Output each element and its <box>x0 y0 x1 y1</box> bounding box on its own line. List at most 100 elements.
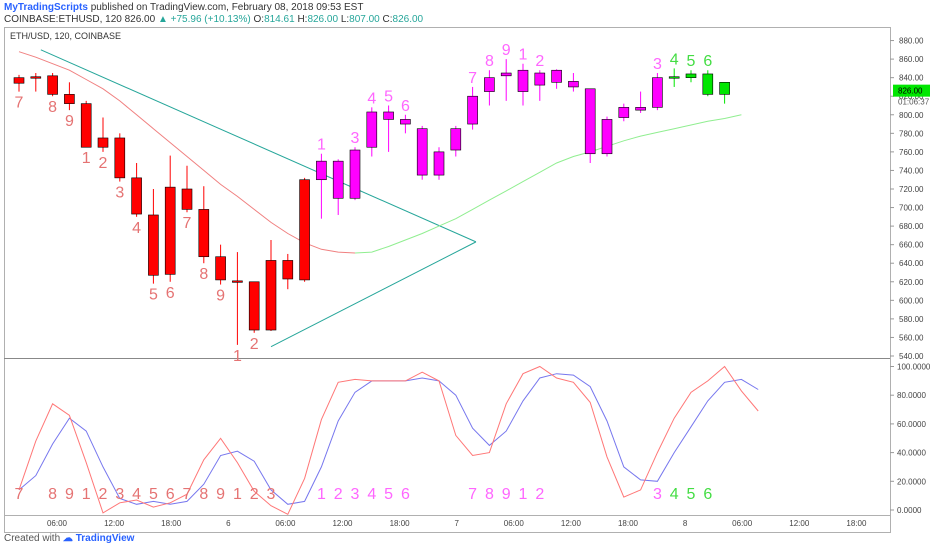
candle-body[interactable] <box>181 188 193 210</box>
candle-body[interactable] <box>248 281 260 331</box>
candle-body[interactable] <box>232 280 243 283</box>
trendline-lower[interactable] <box>270 241 477 348</box>
candle-count-label: 8 <box>199 266 208 283</box>
footer: Created with ☁ TradingView <box>4 533 134 544</box>
published-line: MyTradingScripts published on TradingVie… <box>4 2 363 13</box>
open-label: O: <box>253 14 265 25</box>
candle-body[interactable] <box>467 95 478 125</box>
candle-body[interactable] <box>164 186 176 275</box>
candle-body[interactable] <box>601 119 613 155</box>
candle-body[interactable] <box>450 128 462 151</box>
candle-body[interactable] <box>80 103 92 148</box>
stochastic-count-label: 6 <box>166 486 175 503</box>
price-tick-label: 780.00 <box>899 129 924 138</box>
symbol-name: COINBASE:ETHUSD, 120 <box>4 14 122 25</box>
candle-body[interactable] <box>97 137 109 148</box>
high-label: H: <box>297 14 308 25</box>
created-with-text: Created with <box>4 533 61 544</box>
price-tick-label: 880.00 <box>899 37 924 46</box>
candle-count-label: 3 <box>351 130 360 147</box>
candle-body[interactable] <box>13 77 25 84</box>
candle-count-label: 3 <box>115 185 124 202</box>
stochastic-count-label: 9 <box>65 486 74 503</box>
candle-body[interactable] <box>500 72 512 77</box>
candle-body[interactable] <box>534 72 546 86</box>
oscillator-tick-label: 60.0000 <box>897 420 926 429</box>
candle-body[interactable] <box>618 107 630 118</box>
moving-average-rising <box>354 114 742 254</box>
high-value: 826.00 <box>307 14 339 25</box>
candle-body[interactable] <box>702 73 714 95</box>
time-tick-label: 12:00 <box>561 519 582 528</box>
candle-body[interactable] <box>47 75 58 95</box>
candle-body[interactable] <box>685 73 697 78</box>
candle-body[interactable] <box>349 149 361 199</box>
candle-body[interactable] <box>332 160 344 199</box>
candle-count-label: 9 <box>216 288 225 305</box>
price-tick-label: 600.00 <box>899 296 924 305</box>
candle-count-label: 6 <box>703 53 712 70</box>
candle-body[interactable] <box>416 128 428 176</box>
candle-body[interactable] <box>551 69 562 83</box>
tradingview-brand[interactable]: TradingView <box>75 533 135 544</box>
candle-body[interactable] <box>316 160 327 181</box>
stochastic-count-label: 1 <box>82 486 91 503</box>
time-tick-label: 18:00 <box>390 519 411 528</box>
price-tick-label: 580.00 <box>899 315 924 324</box>
candle-body[interactable] <box>114 137 126 179</box>
candle-body[interactable] <box>198 209 210 258</box>
candle-count-label: 6 <box>166 285 175 302</box>
candle-body[interactable] <box>652 77 663 108</box>
candle-body[interactable] <box>400 119 411 125</box>
candle-count-label: 9 <box>65 113 74 130</box>
price-tick-label: 860.00 <box>899 55 924 64</box>
candles <box>13 59 730 345</box>
candle-count-label: 5 <box>687 53 696 70</box>
candle-body[interactable] <box>517 69 529 92</box>
candle-body[interactable] <box>265 260 277 331</box>
candle-body[interactable] <box>668 76 680 79</box>
candle-body[interactable] <box>215 256 226 281</box>
candle-body[interactable] <box>282 260 294 280</box>
candle-body[interactable] <box>433 151 445 176</box>
stochastic-d-line <box>18 365 759 515</box>
price-tick-label: 660.00 <box>899 241 924 250</box>
stochastic-count-label: 8 <box>48 486 57 503</box>
oscillator-tick-label: 100.0000 <box>897 363 931 372</box>
price-tick-label: 680.00 <box>899 222 924 231</box>
candle-body[interactable] <box>484 77 495 92</box>
candle-body[interactable] <box>383 111 394 120</box>
time-tick-label: 18:00 <box>846 519 867 528</box>
candle-body[interactable] <box>635 107 646 111</box>
candle-body[interactable] <box>30 76 42 79</box>
stochastic-count-label: 3 <box>115 486 124 503</box>
price-tick-label: 540.00 <box>899 352 924 361</box>
candle-body[interactable] <box>719 81 730 95</box>
candle-count-label: 7 <box>468 70 477 87</box>
candle-body[interactable] <box>299 179 310 281</box>
stochastic-count-label: 7 <box>468 486 477 503</box>
stochastic-count-label: 9 <box>216 486 225 503</box>
candle-body[interactable] <box>584 88 596 155</box>
candle-body[interactable] <box>148 214 159 276</box>
stochastic-lines <box>18 365 759 515</box>
candle-body[interactable] <box>131 177 142 215</box>
candle-body[interactable] <box>64 94 75 104</box>
candle-count-label: 4 <box>670 51 679 68</box>
candle-count-label: 7 <box>183 215 192 232</box>
candle-count-label: 8 <box>485 53 494 70</box>
low-value: 807.00 <box>349 14 380 25</box>
stochastic-count-label: 8 <box>199 486 208 503</box>
candle-count-label: 5 <box>384 88 393 105</box>
candle-body[interactable] <box>568 81 579 88</box>
trendline-upper[interactable] <box>40 49 477 243</box>
stochastic-count-label: 5 <box>384 486 393 503</box>
candle-body[interactable] <box>366 111 378 148</box>
stochastic-count-label: 3 <box>351 486 360 503</box>
oscillator-tick-label: 80.0000 <box>897 391 926 400</box>
stochastic-count-label: 1 <box>317 486 326 503</box>
stochastic-count-label: 2 <box>334 486 343 503</box>
publisher-link[interactable]: MyTradingScripts <box>4 2 88 13</box>
